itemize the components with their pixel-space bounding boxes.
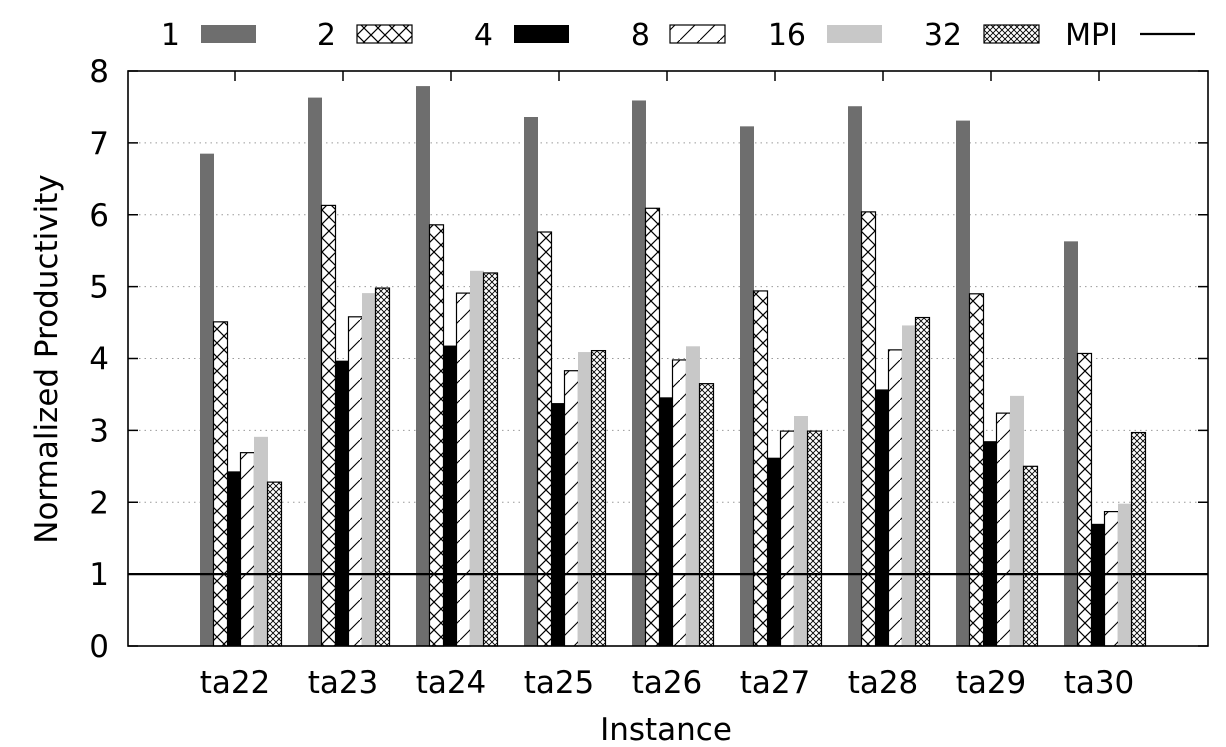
bar-ta30-series-32-pattern [1130, 431, 1147, 647]
bar-ta30-series-8-pattern [1103, 510, 1120, 647]
bar-ta26-series-8-pattern [671, 359, 688, 647]
x-axis-title: Instance [600, 712, 732, 747]
bar-ta27-series-1 [740, 126, 754, 646]
x-tick-label: ta28 [848, 665, 919, 701]
bar-ta25-series-2-pattern [536, 231, 553, 647]
bar-ta28-series-4 [875, 389, 889, 646]
bar-ta29-series-2-pattern [968, 293, 985, 647]
bar-ta28-series-32-pattern [914, 316, 931, 647]
legend-label: 1 [161, 18, 180, 53]
bar-ta22-series-16 [254, 436, 268, 646]
bar-ta25-series-4 [551, 403, 565, 646]
x-ticks: ta22 ta23 ta24 ta25 ta26 ta27 ta28 ta29 ta30 [200, 71, 1135, 701]
legend: 1 2 4 8 16 32 MPI [161, 18, 1195, 53]
y-tick-label: 0 [89, 629, 109, 665]
x-tick-label: ta29 [956, 665, 1027, 701]
bar-ta22-series-32-pattern [266, 481, 283, 647]
bar-ta22-series-1 [200, 153, 214, 646]
bar-ta30-series-2-pattern [1076, 352, 1093, 647]
x-tick-label: ta27 [740, 665, 811, 701]
x-tick-label: ta23 [308, 665, 379, 701]
legend-swatch-pattern [356, 24, 413, 44]
bar-ta28-series-1 [848, 106, 862, 646]
bar-ta24-series-2-pattern [428, 224, 445, 647]
bar-ta27-series-4 [767, 457, 781, 646]
bar-ta24-series-16 [470, 270, 484, 646]
y-tick-label: 5 [89, 270, 109, 306]
legend-swatch-pattern [669, 24, 726, 44]
bar-ta23-series-1 [308, 97, 322, 646]
bar-ta26-series-2-pattern [644, 207, 661, 647]
bar-ta24-series-32-pattern [482, 272, 499, 647]
bar-ta26-series-1 [632, 100, 646, 646]
legend-swatch [514, 25, 569, 43]
bar-ta27-series-32-pattern [806, 430, 823, 647]
bar-ta30-series-4 [1091, 523, 1105, 646]
y-tick-label: 8 [89, 54, 109, 90]
legend-label: 16 [768, 18, 806, 53]
bar-ta24-series-1 [416, 86, 430, 646]
bar-ta29-series-1 [956, 120, 970, 646]
bar-ta25-series-8-pattern [563, 370, 580, 647]
bar-ta29-series-4 [983, 441, 997, 646]
y-axis-title: Normalized Productivity [29, 174, 65, 543]
y-tick-label: 1 [89, 557, 109, 593]
bar-ta29-series-32-pattern [1022, 465, 1039, 647]
bar-ta24-series-8-pattern [455, 292, 472, 647]
legend-label: 4 [474, 18, 493, 53]
y-tick-label: 2 [89, 485, 109, 521]
bar-ta23-series-4 [335, 360, 349, 646]
bar-ta30-series-1 [1064, 241, 1078, 646]
bar-ta25-series-1 [524, 117, 538, 646]
bar-ta27-series-2-pattern [752, 290, 769, 647]
x-tick-label: ta26 [632, 665, 703, 701]
bar-ta22-series-2-pattern [212, 321, 229, 647]
legend-label: 8 [631, 18, 650, 53]
bar-ta26-series-32-pattern [698, 383, 715, 647]
y-tick-label: 3 [89, 413, 109, 449]
bar-ta28-series-8-pattern [887, 349, 904, 647]
bar-ta25-series-16 [578, 352, 592, 646]
x-tick-label: ta25 [524, 665, 595, 701]
bar-ta24-series-4 [443, 345, 457, 646]
bar-ta25-series-32-pattern [590, 349, 607, 647]
legend-swatch [827, 25, 882, 43]
x-tick-label: ta24 [416, 665, 487, 701]
bar-ta29-series-16 [1010, 395, 1024, 646]
legend-label: 2 [317, 18, 336, 53]
y-tick-label: 7 [89, 126, 109, 162]
bar-ta22-series-8-pattern [239, 452, 256, 647]
bar-ta23-series-32-pattern [374, 287, 391, 647]
bar-ta23-series-2-pattern [320, 204, 337, 647]
legend-label-mpi: MPI [1065, 18, 1118, 53]
bar-ta23-series-8-pattern [347, 316, 364, 647]
legend-label: 32 [924, 18, 962, 53]
bar-ta29-series-8-pattern [995, 412, 1012, 647]
bar-ta26-series-4 [659, 397, 673, 646]
x-tick-label: ta22 [200, 665, 271, 701]
bar-ta28-series-2-pattern [860, 211, 877, 647]
bar-ta28-series-16 [902, 325, 916, 646]
y-tick-label: 6 [89, 198, 109, 234]
bar-ta27-series-8-pattern [779, 430, 796, 647]
x-tick-label: ta30 [1064, 665, 1135, 701]
bar-ta23-series-16 [362, 293, 376, 646]
legend-swatch-pattern [983, 24, 1040, 44]
bar-ta26-series-16 [686, 346, 700, 646]
y-tick-label: 4 [89, 342, 109, 378]
legend-swatch [201, 25, 256, 43]
bar-ta22-series-4 [227, 471, 241, 646]
y-ticks: 0 1 2 3 4 5 6 7 8 [89, 54, 1208, 665]
bar-ta27-series-16 [794, 416, 808, 646]
bars [200, 86, 1147, 647]
